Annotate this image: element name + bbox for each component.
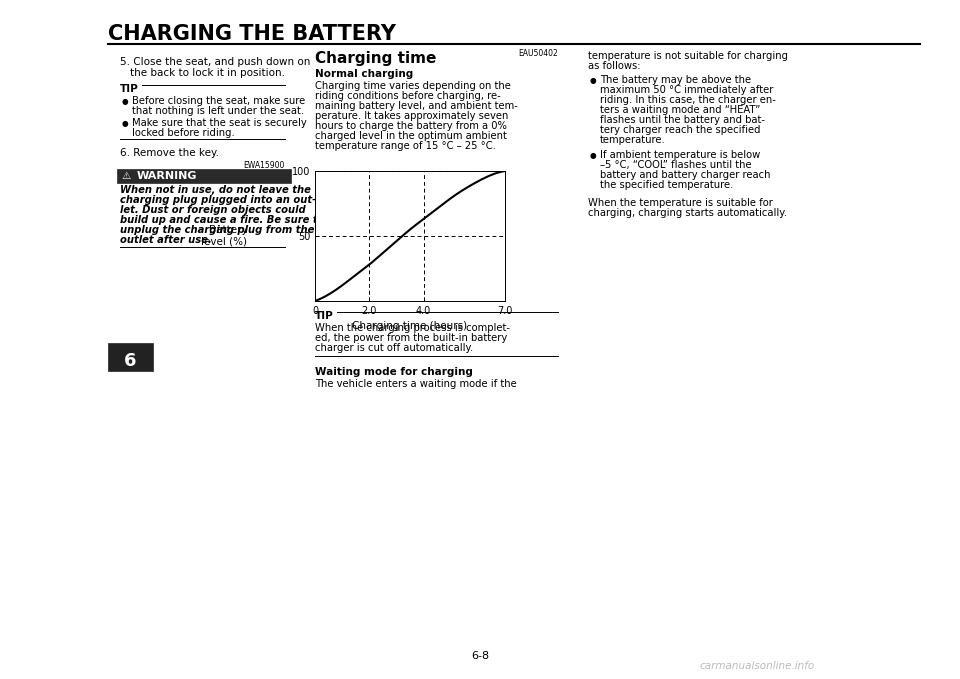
- Text: When the temperature is suitable for: When the temperature is suitable for: [588, 198, 773, 208]
- Text: let. Dust or foreign objects could: let. Dust or foreign objects could: [120, 205, 305, 215]
- Text: charger is cut off automatically.: charger is cut off automatically.: [315, 343, 473, 353]
- Text: the back to lock it in position.: the back to lock it in position.: [130, 68, 285, 78]
- Text: 5. Close the seat, and push down on: 5. Close the seat, and push down on: [120, 57, 310, 67]
- Text: When not in use, do not leave the: When not in use, do not leave the: [120, 185, 311, 195]
- Text: tery charger reach the specified: tery charger reach the specified: [600, 125, 760, 135]
- Text: maximum 50 °C immediately after: maximum 50 °C immediately after: [600, 85, 774, 95]
- Text: temperature.: temperature.: [600, 135, 665, 145]
- Text: When the charging process is complet-: When the charging process is complet-: [315, 323, 510, 333]
- Text: unplug the charging plug from the: unplug the charging plug from the: [120, 225, 314, 235]
- Text: temperature range of 15 °C – 25 °C.: temperature range of 15 °C – 25 °C.: [315, 141, 496, 151]
- Text: EAU50402: EAU50402: [518, 49, 558, 58]
- Text: 6: 6: [124, 352, 136, 370]
- Text: EWA15900: EWA15900: [244, 161, 285, 170]
- Text: 6-8: 6-8: [471, 651, 489, 661]
- Text: Charging time: Charging time: [315, 51, 437, 66]
- Text: ●: ●: [590, 151, 596, 160]
- Text: The vehicle enters a waiting mode if the: The vehicle enters a waiting mode if the: [315, 379, 516, 389]
- Text: Normal charging: Normal charging: [315, 69, 413, 79]
- Text: If ambient temperature is below: If ambient temperature is below: [600, 150, 760, 160]
- Text: TIP: TIP: [120, 84, 139, 94]
- Text: ⚠: ⚠: [121, 170, 131, 181]
- Text: maining battery level, and ambient tem-: maining battery level, and ambient tem-: [315, 101, 517, 111]
- Text: that nothing is left under the seat.: that nothing is left under the seat.: [132, 106, 304, 116]
- Text: riding conditions before charging, re-: riding conditions before charging, re-: [315, 91, 501, 101]
- Text: hours to charge the battery from a 0%: hours to charge the battery from a 0%: [315, 121, 507, 131]
- Text: ●: ●: [122, 119, 129, 128]
- Text: CHARGING THE BATTERY: CHARGING THE BATTERY: [108, 24, 396, 44]
- Text: –5 °C, “COOL” flashes until the: –5 °C, “COOL” flashes until the: [600, 160, 752, 170]
- Text: ters a waiting mode and “HEAT”: ters a waiting mode and “HEAT”: [600, 105, 760, 115]
- Text: WARNING: WARNING: [137, 171, 198, 181]
- Text: flashes until the battery and bat-: flashes until the battery and bat-: [600, 115, 765, 125]
- Text: The battery may be above the: The battery may be above the: [600, 75, 751, 85]
- Text: Before closing the seat, make sure: Before closing the seat, make sure: [132, 96, 305, 106]
- Text: Make sure that the seat is securely: Make sure that the seat is securely: [132, 118, 307, 128]
- Text: carmanualsonline.info: carmanualsonline.info: [700, 661, 815, 671]
- Text: charging plug plugged into an out-: charging plug plugged into an out-: [120, 195, 316, 205]
- FancyBboxPatch shape: [108, 343, 153, 371]
- Text: Waiting mode for charging: Waiting mode for charging: [315, 367, 473, 377]
- Text: ed, the power from the built-in battery: ed, the power from the built-in battery: [315, 333, 507, 343]
- Text: outlet after use.: outlet after use.: [120, 235, 212, 245]
- Text: the specified temperature.: the specified temperature.: [600, 180, 733, 190]
- Text: as follows:: as follows:: [588, 61, 640, 71]
- FancyBboxPatch shape: [117, 169, 291, 183]
- Text: build up and cause a fire. Be sure to: build up and cause a fire. Be sure to: [120, 215, 324, 225]
- Text: Charging time varies depending on the: Charging time varies depending on the: [315, 81, 511, 91]
- Text: TIP: TIP: [315, 311, 334, 321]
- Text: temperature is not suitable for charging: temperature is not suitable for charging: [588, 51, 788, 61]
- Text: ●: ●: [590, 76, 596, 85]
- Text: locked before riding.: locked before riding.: [132, 128, 235, 138]
- Text: ●: ●: [122, 97, 129, 106]
- Text: battery and battery charger reach: battery and battery charger reach: [600, 170, 771, 180]
- Y-axis label: Battery
level (%): Battery level (%): [202, 225, 248, 246]
- Text: riding. In this case, the charger en-: riding. In this case, the charger en-: [600, 95, 776, 105]
- Text: charged level in the optimum ambient: charged level in the optimum ambient: [315, 131, 507, 141]
- Text: perature. It takes approximately seven: perature. It takes approximately seven: [315, 111, 509, 121]
- Text: 6. Remove the key.: 6. Remove the key.: [120, 148, 219, 158]
- Text: charging, charging starts automatically.: charging, charging starts automatically.: [588, 208, 787, 218]
- X-axis label: Charging time (hours): Charging time (hours): [352, 321, 468, 331]
